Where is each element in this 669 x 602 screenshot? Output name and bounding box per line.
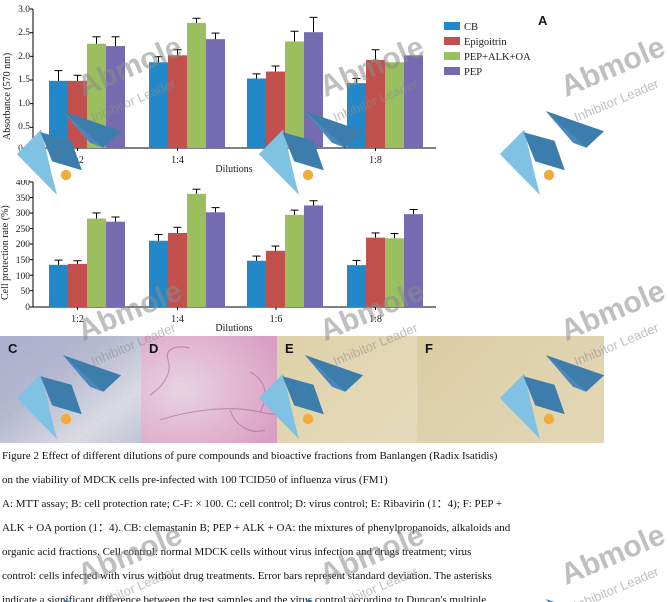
svg-text:E: E [285,341,294,356]
svg-text:0: 0 [25,303,30,313]
svg-text:400: 400 [16,180,31,188]
svg-text:1:8: 1:8 [369,155,382,166]
svg-text:CB: CB [464,22,478,33]
svg-text:Epigoitrin: Epigoitrin [464,37,507,48]
svg-text:3.0: 3.0 [18,5,30,15]
svg-text:1:6: 1:6 [270,314,283,325]
svg-text:Absorbance (570 nm): Absorbance (570 nm) [2,53,13,140]
svg-text:100: 100 [16,272,31,282]
svg-text:Dilutions: Dilutions [215,164,252,175]
svg-text:300: 300 [16,209,31,219]
svg-text:1:4: 1:4 [171,155,184,166]
svg-text:PEP+ALK+OA: PEP+ALK+OA [464,52,531,63]
svg-text:0.0: 0.0 [18,144,30,154]
svg-text:2.0: 2.0 [18,52,30,62]
svg-text:150: 150 [16,256,31,266]
svg-text:2.5: 2.5 [18,28,30,38]
svg-text:1:4: 1:4 [171,314,184,325]
svg-text:1.0: 1.0 [18,99,30,109]
svg-text:C: C [8,341,18,356]
svg-text:50: 50 [21,287,31,297]
svg-text:200: 200 [16,240,31,250]
svg-text:250: 250 [16,225,31,235]
svg-text:0.5: 0.5 [18,122,30,132]
svg-text:1:2: 1:2 [71,314,84,325]
svg-text:1:2: 1:2 [71,155,84,166]
svg-text:Cell protection rate (%): Cell protection rate (%) [0,205,11,300]
svg-text:D: D [149,341,158,356]
svg-text:350: 350 [16,194,31,204]
svg-text:1.5: 1.5 [18,75,30,85]
svg-text:A: A [538,13,548,28]
svg-text:Dilutions: Dilutions [215,323,252,334]
svg-text:1:6: 1:6 [270,155,283,166]
svg-text:PEP: PEP [464,67,482,78]
svg-text:F: F [425,341,433,356]
svg-text:1:8: 1:8 [369,314,382,325]
